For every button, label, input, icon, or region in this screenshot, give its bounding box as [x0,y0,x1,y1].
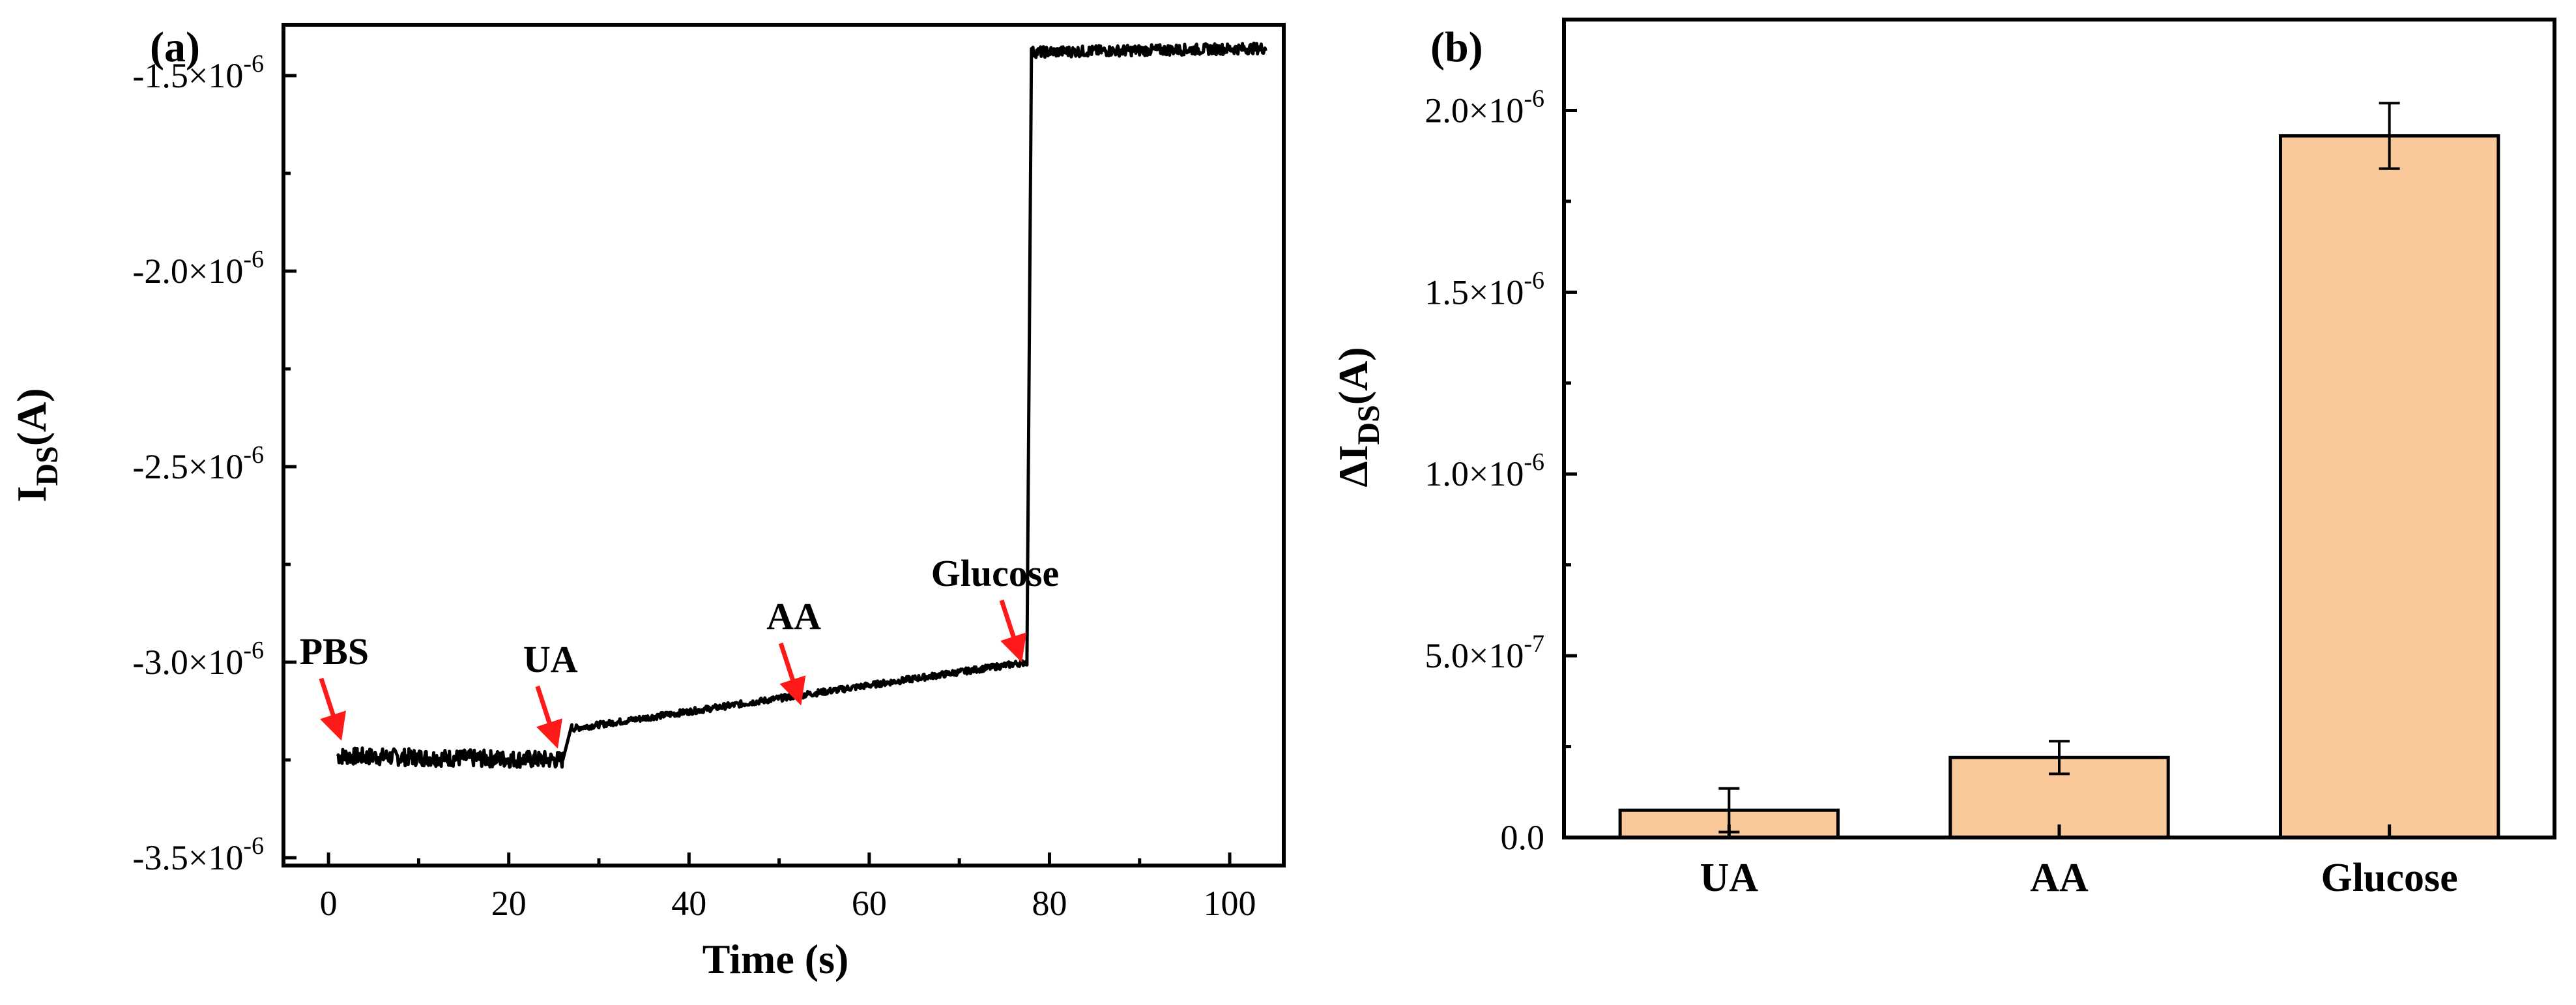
panel-a-y-axis-title-main: I [8,486,55,502]
panel-b-y-tick-label: 5.0×10-7 [1425,630,1544,675]
panel-a-y-tick-label-exponent: -6 [243,441,264,469]
panel-a-y-tick-label: -2.5×10-6 [132,441,264,486]
panel-a-y-axis-title-sub: DS [30,446,65,486]
panel-b-label: (b) [1430,23,1483,71]
panel-a-y-tick-label-mantissa: -2.0×10 [132,252,243,291]
panel-a-annotations: PBS UA AA Glucose [300,552,1060,749]
panel-b-y-tick-label: 0.0 [1501,818,1545,857]
panel-a-y-tick-label-mantissa: -2.5×10 [132,447,243,486]
panel-b-y-axis: 0.05.0×10-71.0×10-61.5×10-62.0×10-6 [1425,85,1577,857]
panel-b-y-tick-label-mantissa: 0.0 [1501,818,1545,857]
panel-a-y-tick-label-mantissa: -3.0×10 [132,643,243,682]
panel-a-plot-frame [282,23,1286,867]
panel-b-y-tick-label: 1.0×10-6 [1425,448,1544,493]
panel-a-y-axis-title: IDS(A) [8,388,65,502]
panel-b: (b) 0.05.0×10-71.0×10-61.5×10-62.0×10-6 … [1330,18,2556,900]
panel-b-y-axis-title-main: ΔI [1330,445,1376,488]
annotation-label-aa: AA [766,595,821,637]
panel-b-y-tick-label-exponent: -7 [1524,630,1544,658]
annotation-label-glucose: Glucose [931,552,1060,594]
panel-a-y-tick-label-exponent: -6 [243,832,264,860]
annotation-arrow-glucose [999,599,1027,663]
panel-b-y-axis-title-sub: DS [1352,405,1386,444]
panel-b-y-tick-label-mantissa: 5.0×10 [1425,636,1524,675]
panel-a-x-tick-label: 60 [852,884,887,923]
panel-a-x-tick-label: 80 [1032,884,1067,923]
panel-a-y-axis-title-unit: (A) [8,388,55,446]
panel-a-y-tick-label: -3.0×10-6 [132,637,264,682]
bar-glucose [2278,134,2500,839]
category-label-ua: UA [1700,856,1759,900]
panel-b-y-tick-label-mantissa: 2.0×10 [1425,91,1524,130]
annotation-arrow-aa [778,642,806,706]
panel-a-x-axis: 0 20 40 60 80 100 [320,852,1256,923]
annotation-label-pbs: PBS [300,630,369,673]
category-label-aa: AA [2030,856,2089,900]
panel-a-y-tick-label: -1.5×10-6 [132,50,264,95]
panel-a-series-line [336,41,1267,769]
panel-b-y-tick-label-mantissa: 1.0×10 [1425,454,1524,493]
panel-a-y-tick-label: -2.0×10-6 [132,246,264,291]
panel-a-y-tick-label: -3.5×10-6 [132,832,264,877]
panel-b-y-tick-label-exponent: -6 [1524,85,1544,112]
panel-a-y-tick-label-mantissa: -3.5×10 [132,838,243,877]
panel-b-y-tick-label: 1.5×10-6 [1425,267,1544,312]
panel-a: (a) -1.5×10-6-2.0×10-6-2.5×10-6-3.0×10-6… [8,23,1286,982]
panel-b-y-tick-label-exponent: -6 [1524,448,1544,476]
panel-a-x-tick-label: 20 [491,884,527,923]
annotation-label-ua: UA [523,638,578,680]
panel-b-y-axis-title: ΔIDS(A) [1330,347,1386,487]
panel-a-label: (a) [150,23,200,71]
panel-a-x-tick-label: 100 [1204,884,1256,923]
panel-a-x-tick-label: 0 [320,884,338,923]
panel-a-y-tick-label-exponent: -6 [243,50,264,78]
panel-b-y-axis-title-unit: (A) [1330,347,1376,405]
category-label-glucose: Glucose [2321,856,2458,900]
panel-a-x-axis-title: Time (s) [702,936,849,982]
panel-b-bars: UA AA Glucose [1618,102,2500,900]
panel-a-y-tick-label-mantissa: -1.5×10 [132,56,243,95]
panel-b-y-tick-label-exponent: -6 [1524,267,1544,294]
panel-b-plot-frame [1562,18,2556,839]
panel-b-y-tick-label-mantissa: 1.5×10 [1425,272,1524,312]
panel-a-y-tick-label-exponent: -6 [243,637,264,664]
panel-b-y-tick-label: 2.0×10-6 [1425,85,1544,130]
annotation-arrow-pbs [319,677,347,741]
panel-a-y-axis: -1.5×10-6-2.0×10-6-2.5×10-6-3.0×10-6-3.5… [132,50,297,877]
annotation-arrow-ua [535,685,562,749]
panel-a-y-tick-label-exponent: -6 [243,246,264,273]
panel-a-x-tick-label: 40 [671,884,706,923]
